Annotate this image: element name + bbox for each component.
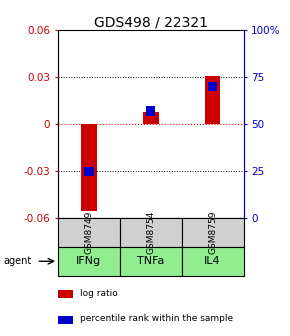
Text: percentile rank within the sample: percentile rank within the sample	[80, 314, 233, 324]
Bar	[81, 124, 97, 211]
Bar	[84, 167, 94, 176]
Text: IL4: IL4	[204, 256, 221, 266]
Bar	[182, 247, 244, 276]
Bar	[58, 316, 73, 324]
Text: GSM8754: GSM8754	[146, 211, 155, 254]
Bar	[143, 112, 159, 124]
Bar	[120, 218, 182, 247]
Bar	[182, 218, 244, 247]
Text: IFNg: IFNg	[76, 256, 102, 266]
Bar	[120, 247, 182, 276]
Text: agent: agent	[4, 256, 32, 266]
Bar	[58, 247, 120, 276]
Text: log ratio: log ratio	[80, 289, 118, 298]
Bar	[58, 290, 73, 298]
Bar	[208, 82, 217, 91]
Text: TNFa: TNFa	[137, 256, 164, 266]
Text: GSM8749: GSM8749	[84, 211, 93, 254]
Bar	[205, 76, 220, 124]
Bar	[58, 218, 120, 247]
Text: GSM8759: GSM8759	[208, 211, 217, 254]
Bar	[146, 107, 155, 116]
Title: GDS498 / 22321: GDS498 / 22321	[94, 15, 208, 29]
